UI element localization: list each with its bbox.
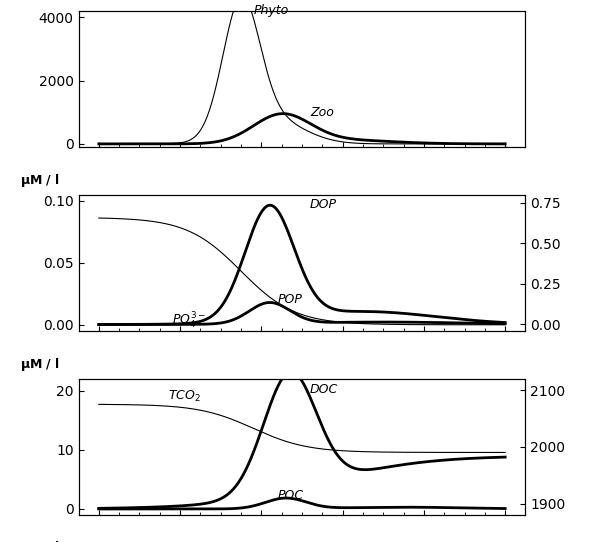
Text: DOC: DOC: [310, 384, 338, 397]
Text: DOP: DOP: [310, 198, 337, 211]
Text: $\mathbf{\mu}$M / l: $\mathbf{\mu}$M / l: [21, 539, 60, 542]
Text: $\mathbf{\mu}$M / l: $\mathbf{\mu}$M / l: [21, 356, 60, 372]
Text: POP: POP: [278, 293, 303, 306]
Text: POC: POC: [278, 489, 304, 502]
Text: $TCO_2$: $TCO_2$: [168, 389, 201, 404]
Text: Zoo: Zoo: [310, 106, 334, 119]
Text: Phyto: Phyto: [253, 4, 289, 17]
Text: $\mathbf{\mu}$M / l: $\mathbf{\mu}$M / l: [21, 172, 60, 189]
Text: $PO_4^{3-}$: $PO_4^{3-}$: [172, 311, 206, 331]
